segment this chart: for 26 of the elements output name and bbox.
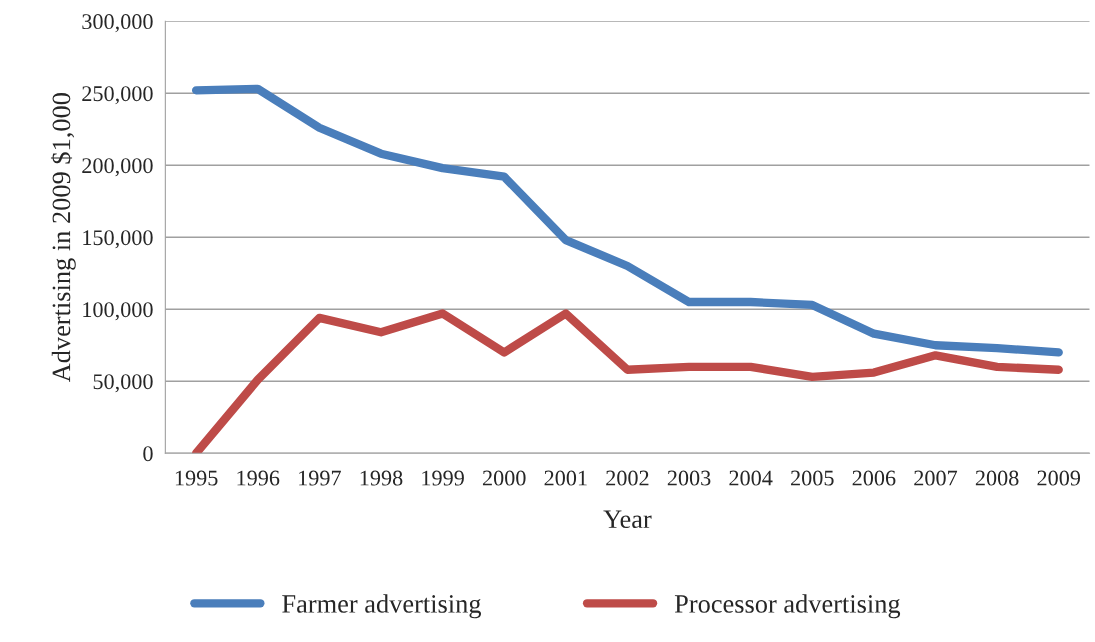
y-tick-label: 150,000 <box>83 230 153 249</box>
x-tick-label: 2007 <box>914 470 958 486</box>
x-tick-label: 1995 <box>175 470 218 486</box>
x-tick-label: 2001 <box>544 470 587 486</box>
y-tick-label: 200,000 <box>82 158 153 177</box>
x-tick-label: 1999 <box>422 470 464 486</box>
x-tick-label: 2003 <box>667 470 711 486</box>
legend-label: Farmer advertising <box>282 594 482 619</box>
x-tick-label: 1996 <box>237 470 280 486</box>
y-tick-label: 100,000 <box>83 302 153 321</box>
y-tick-label: 300,000 <box>82 14 153 33</box>
y-axis-title: Advertising in 2009 $1,000 <box>50 93 76 383</box>
x-tick-label: 1998 <box>360 470 403 486</box>
x-tick-label: 2008 <box>975 470 1019 486</box>
x-tick-label: 2002 <box>606 470 649 486</box>
x-tick-label: 2005 <box>791 470 834 486</box>
x-tick-label: 1997 <box>299 470 341 486</box>
x-tick-label: 2000 <box>482 470 526 486</box>
x-axis-title: Year <box>603 510 652 529</box>
y-tick-label: 50,000 <box>93 374 153 393</box>
y-tick-label: 250,000 <box>82 86 153 105</box>
legend-label: Processor advertising <box>674 594 901 619</box>
x-tick-label: 2004 <box>729 470 773 486</box>
x-tick-label: 2009 <box>1037 470 1081 486</box>
y-tick-label: 0 <box>143 446 153 462</box>
x-tick-label: 2006 <box>852 470 896 486</box>
